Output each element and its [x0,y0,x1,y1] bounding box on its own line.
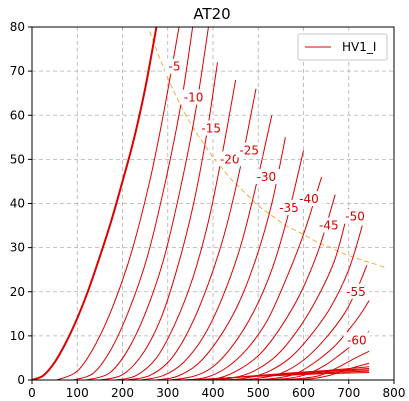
curve-label-bg [180,89,207,105]
curve-label: -30 [253,169,280,185]
curve-label-bg [341,208,369,224]
x-tick-label: 300 [156,386,179,400]
curve-label-text: -35 [279,201,299,215]
y-tick-label: 70 [10,64,25,78]
curve-label: -50 [341,208,369,224]
curve-label-bg [275,199,303,215]
axis-ticks: 0 100 200 300 400 500 600 700 800 0 10 20 30 40 50 60 70… [10,20,406,400]
curve-label: -60 [343,332,371,348]
curve-label-bg [197,120,225,136]
x-tick-label: 600 [292,386,315,400]
curve-label-text: -40 [299,192,319,206]
curve-label: -45 [315,217,343,233]
x-tick-label: 400 [202,386,225,400]
x-tick-label: 100 [66,386,89,400]
curve-labels: -5 -10 -15 -20-25 -30 -35-40-45 -50 -55 -60 [165,58,371,348]
curve-label-text: -50 [345,210,365,224]
series-line-13 [222,225,363,380]
curve-label: -5 [165,58,185,74]
dissipation-curve [149,31,386,268]
curve-label-bg [295,191,323,207]
x-tick-label: 0 [28,386,36,400]
curve-label-text: -45 [319,219,339,233]
plot-area [32,27,386,380]
x-tick-label: 800 [383,386,406,400]
series-line-2 [72,27,194,380]
y-tick-label: 20 [10,285,25,299]
y-tick-label: 0 [17,373,25,387]
series-line-1 [56,27,180,380]
grid [32,27,394,380]
series-line-3 [86,27,209,380]
curve-label: -35 [275,199,303,215]
y-tick-label: 60 [10,108,25,122]
curve-label-text: -30 [257,170,277,184]
y-tick-label: 40 [10,197,25,211]
curve-label: -10 [180,89,207,105]
curve-label-bg [315,217,343,233]
x-tick-label: 200 [111,386,134,400]
series-line-11 [197,194,336,380]
x-tick-label: 500 [247,386,270,400]
curve-label-text: -10 [184,91,204,105]
curve-label-text: -15 [201,121,221,135]
curve-label-bg [235,142,263,158]
curve-label-text: -25 [239,144,259,158]
legend-label: HV1_I [342,40,376,54]
y-tick-label: 50 [10,152,25,166]
series-line-8 [156,137,286,380]
curve-label-bg [165,58,185,74]
curve-label: -40 [295,191,323,207]
curve-label-bg [343,332,371,348]
series-line-18 [289,362,370,380]
curve-label-text: -5 [169,60,181,74]
curve-label: -15 [197,120,225,136]
y-tick-label: 30 [10,241,25,255]
legend: HV1_I [297,33,388,61]
series-line-15 [249,300,370,380]
series-line-7 [140,115,273,380]
x-tick-label: 700 [337,386,360,400]
series-line-9 [169,150,304,380]
curve-label: -25 [235,142,263,158]
y-tick-label: 80 [10,20,25,34]
series-line-0 [32,27,158,380]
curve-label-text: -55 [346,285,366,299]
series-line-10 [183,176,323,380]
series-line-23 [190,372,370,380]
y-tick-label: 10 [10,329,25,343]
curve-label-bg [342,283,370,299]
curve-label: -55 [342,283,370,299]
series-line-4 [99,62,219,380]
chart-title: AT20 [193,5,230,23]
legend-box [297,33,388,61]
curve-label-text: -20 [220,152,240,166]
curve-label-bg [253,169,280,185]
curve-label-text: -60 [347,333,367,347]
series-line-6 [126,88,257,380]
